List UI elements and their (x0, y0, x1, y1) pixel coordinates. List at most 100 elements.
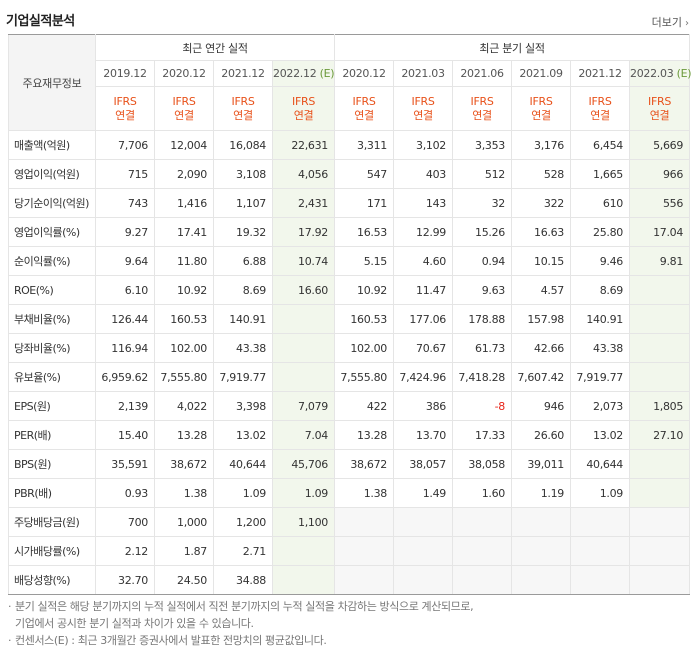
period-header: 2021.12 (213, 60, 273, 87)
row-label: 영업이익(억원) (8, 159, 96, 189)
table-row: 주당배당금(원) 700 1,000 1,200 1,100 (8, 507, 691, 537)
period-header: 2021.12 (570, 60, 631, 87)
section-header: 기업실적분석 더보기 › (0, 0, 699, 34)
more-link[interactable]: 더보기 › (652, 14, 689, 30)
ifrs-line: IFRS (648, 94, 672, 108)
table-cell: 700 (95, 507, 155, 537)
table-cell: 70.67 (393, 333, 454, 363)
table-cell: 34.88 (213, 565, 273, 595)
row-label: 영업이익률(%) (8, 217, 96, 247)
period-label: 2020.12 (342, 67, 386, 80)
table-cell: 7,418.28 (452, 362, 513, 392)
table-cell: 45,706 (271, 449, 336, 479)
table-cell: 0.93 (95, 478, 155, 508)
row-label: 배당성향(%) (8, 565, 96, 595)
table-cell: 7,607.42 (511, 362, 572, 392)
table-cell: 1,000 (154, 507, 214, 537)
table-row: BPS(원) 35,591 38,672 40,644 45,706 38,672 38,0… (8, 449, 691, 479)
ifrs-basis-label: IFRS 연결 (629, 86, 691, 131)
ifrs-line: IFRS (231, 94, 255, 108)
ifrs-basis-label: IFRS 연결 (95, 86, 155, 131)
table-row: 배당성향(%) 32.70 24.50 34.88 (8, 565, 691, 595)
period-label: 2021.06 (460, 67, 504, 80)
table-cell: 10.15 (511, 246, 572, 276)
table-cell: 743 (95, 188, 155, 218)
ifrs-basis-label: IFRS 연결 (271, 86, 336, 131)
consolidated-line: 연결 (233, 108, 253, 122)
table-cell: 157.98 (511, 304, 572, 334)
table-cell: 143 (393, 188, 454, 218)
table-cell: 2,073 (570, 391, 631, 421)
period-label: 2022.12 (273, 67, 317, 80)
table-row: EPS(원) 2,139 4,022 3,398 7,079 422 386 -8 946 2,0… (8, 391, 691, 421)
period-label: 2021.12 (221, 67, 265, 80)
table-cell: 102.00 (154, 333, 214, 363)
table-cell (570, 536, 631, 566)
table-cell: 556 (629, 188, 691, 218)
table-cell (629, 565, 691, 595)
table-cell: 0.94 (452, 246, 513, 276)
table-cell: 27.10 (629, 420, 691, 450)
table-cell: 26.60 (511, 420, 572, 450)
table-cell: 4.60 (393, 246, 454, 276)
estimate-marker: (E) (319, 67, 335, 80)
table-cell: 12.99 (393, 217, 454, 247)
table-cell (452, 536, 513, 566)
table-cell: 12,004 (154, 130, 214, 160)
table-cell: 6,959.62 (95, 362, 155, 392)
row-label: 당기순이익(억원) (8, 188, 96, 218)
table-cell: 38,057 (393, 449, 454, 479)
period-label: 2021.09 (519, 67, 563, 80)
table-cell: 32 (452, 188, 513, 218)
consolidated-line: 연결 (590, 108, 610, 122)
ifrs-line: IFRS (113, 94, 137, 108)
table-cell: 160.53 (334, 304, 395, 334)
table-row: 순이익률(%) 9.64 11.80 6.88 10.74 5.15 4.60 0.94 10.… (8, 246, 691, 276)
table-row: PBR(배) 0.93 1.38 1.09 1.09 1.38 1.49 1.60 1.19 1.… (8, 478, 691, 508)
ifrs-basis-label: IFRS 연결 (393, 86, 454, 131)
table-cell (629, 304, 691, 334)
table-cell: 1.38 (154, 478, 214, 508)
row-header-cell: 주요재무정보 (8, 34, 96, 131)
table-cell: 3,108 (213, 159, 273, 189)
table-cell (393, 536, 454, 566)
table-cell: 17.92 (271, 217, 336, 247)
table-cell: 3,176 (511, 130, 572, 160)
ifrs-line: IFRS (470, 94, 494, 108)
table-cell (629, 449, 691, 479)
table-cell: 4,056 (271, 159, 336, 189)
table-cell: 2,431 (271, 188, 336, 218)
table-cell (271, 565, 336, 595)
ifrs-line: IFRS (588, 94, 612, 108)
table-cell: 13.70 (393, 420, 454, 450)
table-cell: 1,805 (629, 391, 691, 421)
table-cell: 177.06 (393, 304, 454, 334)
table-cell (629, 333, 691, 363)
table-cell: 2,090 (154, 159, 214, 189)
consolidated-line: 연결 (354, 108, 374, 122)
table-cell: 5,669 (629, 130, 691, 160)
table-cell: 38,672 (154, 449, 214, 479)
table-cell: 386 (393, 391, 454, 421)
table-cell: 16.53 (334, 217, 395, 247)
table-cell: 1.19 (511, 478, 572, 508)
ifrs-basis-label: IFRS 연결 (154, 86, 214, 131)
ifrs-line: IFRS (172, 94, 196, 108)
footnote-text: 분기 실적은 해당 분기까지의 누적 실적에서 직전 분기까지의 누적 실적을 … (15, 600, 474, 613)
consolidated-line: 연결 (649, 108, 670, 122)
table-cell: 22,631 (271, 130, 336, 160)
footnote-text: 컨센서스(E) : 최근 3개월간 증권사에서 발표한 전망치의 평균값입니다. (15, 634, 327, 647)
table-cell (452, 507, 513, 537)
ifrs-basis-label: IFRS 연결 (511, 86, 572, 131)
ifrs-line: IFRS (411, 94, 435, 108)
table-cell: 3,102 (393, 130, 454, 160)
table-cell: 24.50 (154, 565, 214, 595)
table-cell (629, 536, 691, 566)
table-cell: 42.66 (511, 333, 572, 363)
table-cell (452, 565, 513, 595)
table-cell: 4.57 (511, 275, 572, 305)
table-cell: 1.38 (334, 478, 395, 508)
table-cell: 1,200 (213, 507, 273, 537)
ifrs-basis-label: IFRS 연결 (452, 86, 513, 131)
table-cell: 2.71 (213, 536, 273, 566)
